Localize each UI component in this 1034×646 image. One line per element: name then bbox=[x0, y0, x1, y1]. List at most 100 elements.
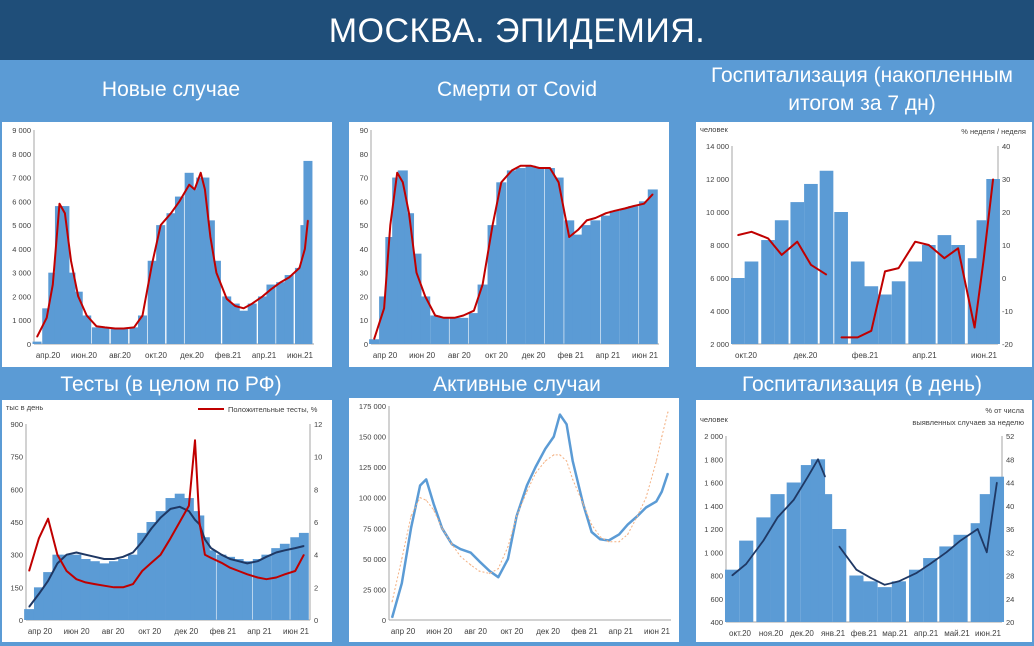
point bbox=[47, 580, 49, 582]
point bbox=[817, 458, 819, 460]
point bbox=[618, 533, 620, 535]
y-tick-label: 100 000 bbox=[359, 494, 386, 503]
bar bbox=[205, 220, 215, 344]
point bbox=[204, 554, 206, 556]
legend-label: Положительные тесты, % bbox=[228, 405, 318, 414]
point bbox=[566, 423, 568, 425]
point bbox=[731, 574, 733, 577]
bar bbox=[849, 575, 864, 622]
series-line bbox=[28, 439, 305, 589]
point bbox=[767, 237, 769, 239]
y-tick-label: 1 000 bbox=[704, 548, 723, 557]
y-tick-label: 75 000 bbox=[363, 524, 386, 533]
bar bbox=[819, 170, 834, 344]
point bbox=[544, 460, 546, 462]
point bbox=[473, 310, 475, 312]
right-axis-label: выявленных случаев за неделю bbox=[912, 418, 1024, 427]
y-tick-label: 20 bbox=[360, 292, 368, 301]
point bbox=[534, 472, 537, 474]
bar bbox=[609, 210, 620, 344]
y-tick-label: 2 000 bbox=[704, 432, 723, 441]
page-title: МОСКВА. ЭПИДЕМИЯ. bbox=[0, 0, 1034, 60]
point bbox=[500, 181, 502, 183]
x-tick-label: фев.21 bbox=[852, 351, 879, 360]
point bbox=[655, 500, 657, 502]
bar bbox=[385, 237, 396, 344]
y2-tick-label: 0 bbox=[314, 616, 318, 625]
point bbox=[433, 509, 435, 511]
point bbox=[945, 551, 947, 553]
chart-new-cases-svg: 0 1 000 2 000 3 000 4 000 5 000 6 000 7 000 8 00… bbox=[12, 126, 314, 360]
point bbox=[47, 518, 49, 520]
point bbox=[661, 436, 663, 438]
y-tick-label: 1 200 bbox=[704, 525, 723, 534]
bar bbox=[128, 554, 138, 620]
point bbox=[996, 481, 998, 484]
point bbox=[391, 617, 393, 619]
y-tick-label: 6 000 bbox=[12, 197, 31, 206]
bar bbox=[225, 556, 236, 620]
bar bbox=[257, 296, 267, 344]
y-tick-label: 4 000 bbox=[12, 245, 31, 254]
y-tick-label: 50 000 bbox=[363, 555, 386, 564]
y-tick-label: 10 000 bbox=[706, 208, 729, 217]
bar bbox=[544, 168, 555, 344]
point bbox=[884, 584, 886, 586]
point bbox=[497, 568, 499, 570]
point bbox=[179, 521, 181, 523]
chart-hosp-daily-svg: 400 600 800 1 000 1 200 1 400 1 600 1 800 2 000 2… bbox=[700, 406, 1025, 638]
point bbox=[915, 572, 917, 574]
bar bbox=[239, 310, 249, 344]
point bbox=[95, 325, 97, 327]
point bbox=[599, 538, 601, 540]
point bbox=[762, 540, 764, 542]
point bbox=[113, 586, 115, 588]
point bbox=[94, 556, 96, 558]
bar bbox=[276, 282, 286, 344]
bar bbox=[129, 327, 139, 344]
y2-tick-label: 52 bbox=[1006, 432, 1014, 441]
point bbox=[857, 336, 859, 338]
point bbox=[577, 229, 579, 231]
bar bbox=[953, 534, 968, 622]
point bbox=[200, 172, 202, 174]
x-tick-label: апр.21 bbox=[912, 351, 937, 360]
bar bbox=[761, 240, 775, 344]
bar bbox=[147, 260, 157, 344]
point bbox=[251, 303, 253, 305]
bar bbox=[496, 182, 507, 344]
point bbox=[459, 555, 461, 557]
bar bbox=[774, 220, 789, 344]
point bbox=[645, 506, 647, 509]
point bbox=[425, 499, 427, 501]
chart-tests: 0 150 300 450 600 750 900 0 2 4 6 8 10 12 апр 20 июн 20… bbox=[2, 400, 332, 642]
point bbox=[572, 478, 574, 480]
point bbox=[303, 545, 305, 547]
bar bbox=[572, 234, 583, 344]
point bbox=[238, 560, 240, 562]
bar bbox=[119, 328, 129, 344]
point bbox=[777, 516, 779, 518]
y2-tick-label: 20 bbox=[1006, 618, 1014, 627]
point bbox=[261, 295, 264, 297]
y-tick-label: 400 bbox=[710, 618, 723, 627]
y2-tick-label: 32 bbox=[1006, 548, 1014, 557]
bar bbox=[863, 581, 878, 622]
point bbox=[169, 508, 172, 510]
bar bbox=[298, 532, 309, 620]
point bbox=[194, 519, 196, 521]
y2-tick-label: 12 bbox=[314, 420, 322, 429]
point bbox=[151, 262, 153, 264]
x-tick-label: июн 21 bbox=[283, 627, 310, 636]
point bbox=[810, 264, 812, 266]
x-tick-label: май.21 bbox=[944, 629, 970, 638]
point bbox=[229, 567, 231, 569]
y-tick-label: 125 000 bbox=[359, 463, 386, 472]
point bbox=[558, 181, 560, 183]
point bbox=[530, 165, 532, 167]
bar bbox=[247, 303, 257, 344]
bar bbox=[986, 179, 1000, 344]
point bbox=[462, 314, 464, 317]
point bbox=[929, 563, 931, 565]
chart-active: 0 25 000 50 000 75 000 100 000 125 000 150 000… bbox=[349, 398, 679, 642]
